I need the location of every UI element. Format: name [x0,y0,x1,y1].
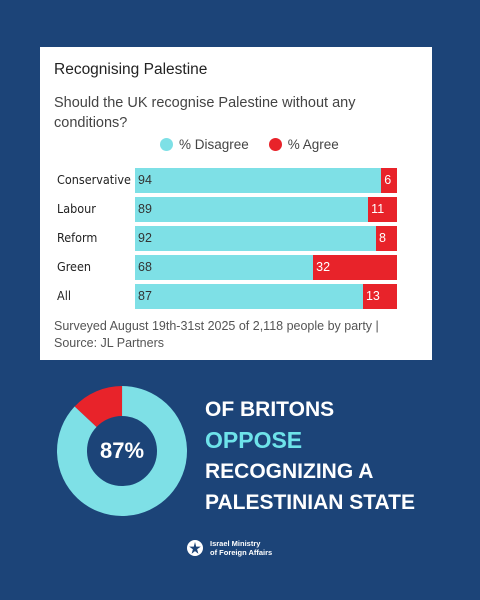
legend-item-agree: % Agree [268,137,339,152]
legend-swatch-agree [268,138,282,151]
bar-labour-agree [368,197,397,222]
row-label-conservative: Conservative [57,172,131,187]
bar-conservative-agree [381,168,397,193]
chart-subtitle: Should the UK recognise Palestine withou… [54,95,356,131]
donut-segment-oppose [57,386,187,516]
headline-line-4: PALESTINIAN STATE [205,491,415,514]
value-label-all-agree: 13 [365,289,380,303]
value-label-conservative-agree: 6 [384,173,392,187]
row-label-labour: Labour [57,201,96,216]
chart-legend: % Disagree % Agree [160,137,339,152]
chart-source-note: Surveyed August 19th-31st 2025 of 2,118 … [54,319,379,350]
bar-chart-area: Conservative 94 6 Labour 89 11 Reform 92 8 Green 6… [40,47,432,360]
bar-green-disagree [135,255,314,280]
footer-branding: Israel Ministry of Foreign Affairs [186,539,272,557]
row-label-green: Green [57,259,92,274]
legend-label-disagree: % Disagree [179,137,249,152]
bar-reform-agree [376,226,397,251]
footer-line-1: Israel Ministry [210,539,261,548]
legend-item-disagree: % Disagree [160,137,249,152]
donut-percent-label: 87% [99,438,145,463]
value-label-conservative-disagree: 94 [138,173,152,187]
chart-card: Recognising Palestine Should the UK reco… [40,47,432,360]
ministry-emblem-icon [187,540,203,556]
value-label-reform-disagree: 92 [138,231,152,245]
headline-line-1: OF BRITONS [205,398,335,421]
legend-label-agree: % Agree [287,137,339,152]
donut-chart [57,386,187,516]
headline: OF BRITONS OPPOSE RECOGNIZING A PALESTIN… [205,394,415,518]
bar-labour-disagree [135,197,369,222]
row-label-reform: Reform [57,230,98,245]
value-label-reform-agree: 8 [379,231,386,245]
footer-text: Israel Ministry of Foreign Affairs [210,539,272,557]
value-label-labour-disagree: 89 [138,202,152,216]
bar-all-disagree [135,284,363,309]
chart-title: Recognising Palestine [54,61,208,78]
headline-line-3: RECOGNIZING A [205,460,374,483]
legend-swatch-disagree [160,138,173,151]
value-label-labour-agree: 11 [371,202,385,216]
row-label-all: All [57,288,71,303]
bar-conservative-disagree [135,168,382,193]
value-label-all-disagree: 87 [138,289,152,303]
value-label-green-agree: 32 [316,260,331,274]
value-label-green-disagree: 68 [138,260,152,274]
bar-all-agree [362,284,397,309]
headline-line-2: OPPOSE [205,427,303,453]
bar-reform-disagree [135,226,377,251]
footer-line-2: of Foreign Affairs [210,548,273,557]
bar-green-agree [313,255,397,280]
